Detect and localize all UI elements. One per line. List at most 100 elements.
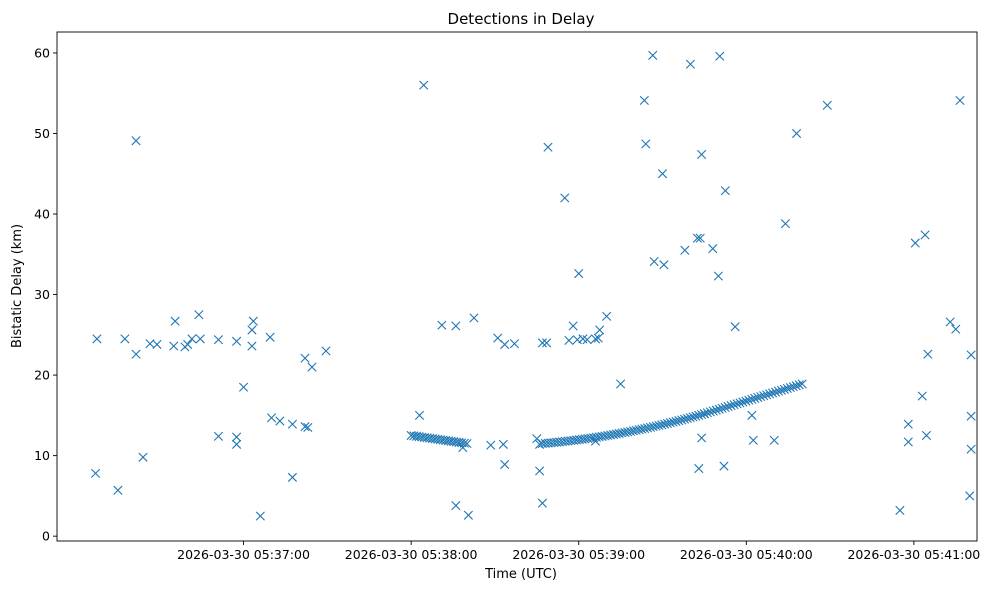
detection-point — [773, 386, 784, 396]
detection-point — [714, 404, 724, 414]
detection-point — [741, 396, 751, 406]
detection-point — [759, 391, 769, 401]
x-axis-label: Time (UTC) — [484, 567, 557, 582]
detection-point — [287, 472, 298, 482]
detection-point — [685, 59, 696, 69]
detection-point — [509, 339, 520, 349]
detection-point — [321, 346, 331, 356]
detection-point — [730, 322, 740, 332]
detection-point — [183, 339, 193, 350]
detection-point — [747, 410, 757, 420]
detection-point — [694, 410, 704, 420]
detection-point — [628, 426, 638, 436]
detection-point — [120, 334, 130, 344]
detection-point — [602, 311, 612, 321]
detection-point — [560, 193, 570, 203]
y-axis-label: Bistatic Delay (km) — [10, 224, 25, 348]
detection-point — [769, 435, 779, 445]
detection-point — [170, 316, 180, 326]
detection-point — [711, 405, 721, 415]
detection-point — [764, 389, 775, 399]
detection-point — [705, 407, 715, 417]
detection-point — [920, 230, 930, 240]
x-axis-ticks: 2026-03-30 05:37:00 2026-03-30 05:38:00 20… — [177, 541, 980, 562]
detection-point — [287, 419, 298, 429]
detection-point — [723, 401, 733, 412]
detection-point — [255, 511, 265, 521]
y-tick-label: 40 — [34, 207, 50, 222]
y-tick-label: 60 — [34, 45, 50, 60]
detection-point — [917, 391, 927, 401]
detection-point — [945, 317, 955, 327]
detection-point — [231, 336, 242, 346]
detection-point — [213, 335, 224, 345]
detection-point — [611, 429, 621, 439]
detection-point — [462, 438, 472, 449]
detection-point — [966, 411, 976, 421]
detection-point — [767, 388, 778, 398]
detection-point — [657, 420, 667, 430]
detection-point — [713, 271, 723, 281]
detection-point — [680, 245, 690, 255]
detection-point — [921, 430, 932, 441]
detection-point — [923, 349, 933, 359]
detection-point — [419, 80, 429, 90]
x-tick-label: 2026-03-30 05:40:00 — [680, 547, 813, 562]
detection-point — [414, 410, 425, 420]
detection-point — [659, 260, 669, 270]
detection-point — [303, 422, 313, 433]
detection-point — [895, 505, 905, 515]
y-axis-ticks: 0 10 20 30 40 50 60 — [34, 45, 57, 544]
detection-point — [597, 431, 607, 441]
detection-point — [797, 379, 807, 389]
detection-point — [649, 256, 659, 267]
y-tick-label: 10 — [34, 448, 50, 463]
detection-point — [469, 313, 479, 323]
detection-point — [660, 419, 670, 429]
detection-point — [702, 408, 712, 418]
detection-point — [568, 321, 578, 331]
detection-point — [231, 432, 242, 442]
detection-point — [614, 428, 624, 439]
detection-point — [688, 412, 698, 422]
detection-point — [617, 428, 627, 438]
detection-point — [498, 439, 508, 449]
detection-point — [500, 339, 510, 350]
detection-point — [169, 341, 179, 351]
detection-point — [537, 338, 548, 348]
detection-point — [692, 233, 703, 243]
detection-point — [665, 418, 675, 428]
detection-point — [131, 136, 141, 146]
detection-point — [791, 381, 801, 391]
detection-point — [639, 95, 649, 106]
detection-point — [648, 422, 658, 432]
detection-point — [459, 438, 469, 448]
detection-point — [564, 335, 574, 346]
detection-point — [762, 390, 772, 400]
detection-point — [603, 430, 613, 441]
detection-point — [668, 417, 678, 427]
detection-point — [708, 406, 718, 416]
detection-point — [691, 411, 701, 421]
detection-point — [699, 409, 709, 419]
detection-point — [265, 332, 275, 342]
detection-point — [679, 414, 690, 424]
y-tick-label: 0 — [42, 529, 50, 544]
detection-point — [641, 139, 651, 149]
detection-point — [715, 51, 725, 61]
detection-point — [779, 384, 789, 394]
detection-point — [720, 186, 730, 196]
detection-point — [266, 413, 277, 423]
detection-point — [910, 238, 920, 248]
detection-point — [748, 435, 758, 445]
x-tick-label: 2026-03-30 05:41:00 — [847, 547, 980, 562]
detection-point — [708, 244, 718, 254]
detection-point — [640, 423, 650, 434]
detection-point — [486, 440, 496, 450]
detection-point — [451, 321, 461, 331]
detection-point — [542, 338, 552, 348]
detection-point — [213, 431, 224, 441]
y-tick-label: 50 — [34, 126, 50, 141]
detection-point — [620, 427, 630, 438]
detection-point — [662, 418, 673, 429]
